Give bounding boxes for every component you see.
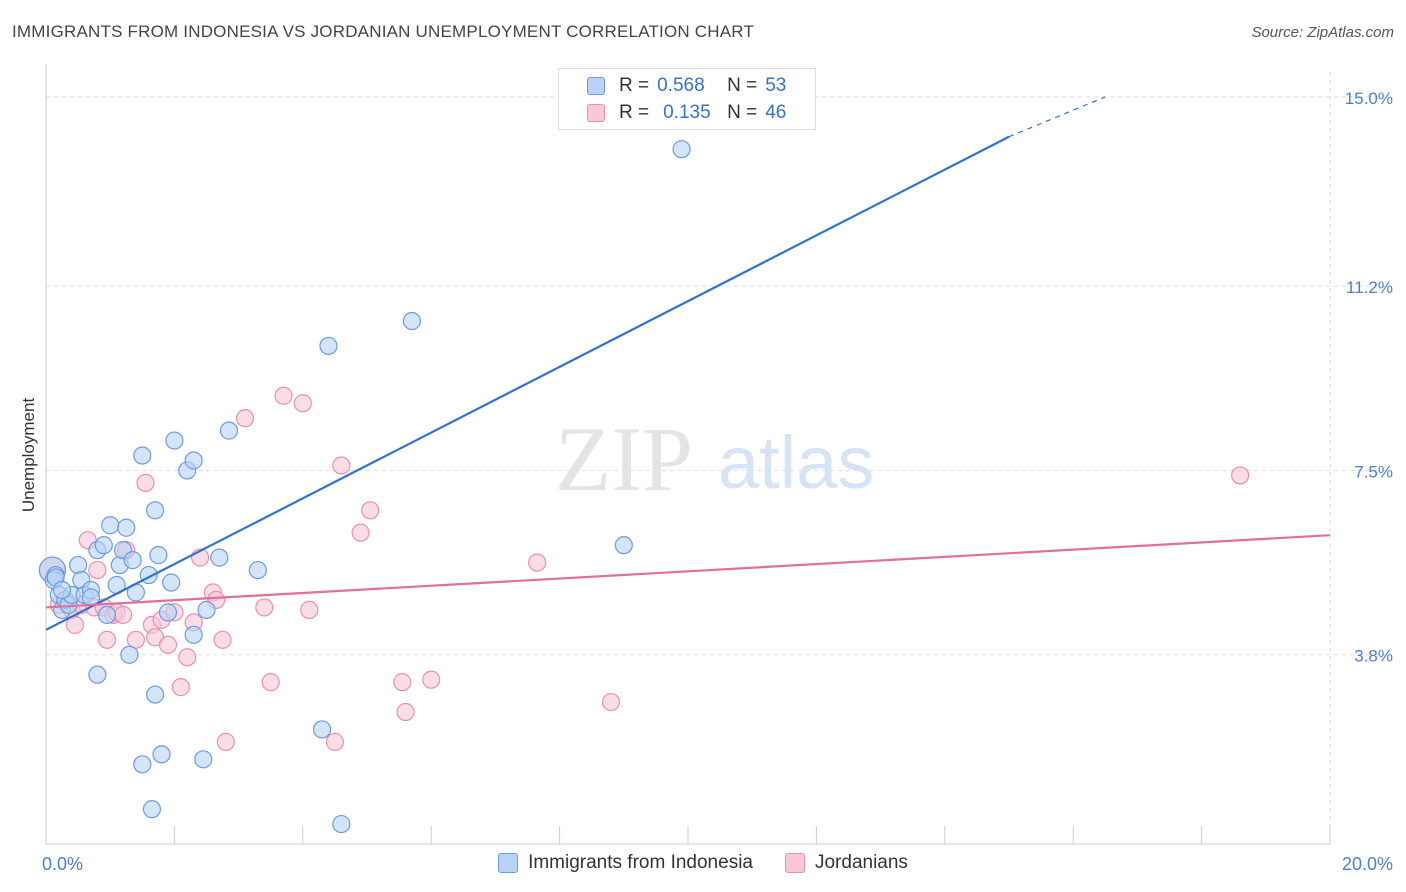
point-indonesia <box>133 446 152 465</box>
point-jordanians <box>528 553 547 572</box>
point-indonesia <box>672 140 691 159</box>
point-jordanians <box>261 673 280 692</box>
r-value-jordanians: 0.135 <box>663 102 711 123</box>
trend-layer <box>45 96 1331 631</box>
source-label: Source: ZipAtlas.com <box>1251 24 1394 41</box>
point-indonesia <box>97 605 117 624</box>
point-indonesia <box>194 750 213 769</box>
n-value-indonesia: 53 <box>765 75 787 96</box>
axis-layer <box>45 64 1331 845</box>
point-indonesia <box>94 536 113 555</box>
point-jordanians <box>300 600 319 620</box>
x-tick-label-max: 20.0% <box>1342 854 1393 874</box>
point-indonesia <box>184 625 203 644</box>
y-tick-label: 7.5% <box>1354 462 1393 481</box>
trendline-indonesia <box>45 135 1010 631</box>
point-jordanians <box>325 732 344 751</box>
watermark-zip: ZIP <box>555 408 693 510</box>
point-jordanians <box>136 473 155 493</box>
r-value-indonesia: 0.568 <box>657 75 705 96</box>
watermark: ZIP atlas <box>555 408 874 510</box>
point-indonesia <box>184 451 203 470</box>
y-tick-label: 3.8% <box>1354 647 1393 666</box>
point-indonesia <box>152 745 171 764</box>
point-indonesia <box>146 685 165 704</box>
point-jordanians <box>422 670 441 689</box>
x-tick-label-min: 0.0% <box>42 854 83 874</box>
point-jordanians <box>255 598 274 617</box>
point-jordanians <box>393 673 412 692</box>
point-indonesia <box>68 555 88 575</box>
point-jordanians <box>1231 466 1250 485</box>
point-indonesia <box>319 336 338 356</box>
n-label: N = <box>727 102 758 123</box>
jordanians-swatch <box>587 104 605 122</box>
point-indonesia <box>142 800 162 819</box>
n-value-jordanians: 46 <box>765 102 787 123</box>
point-indonesia <box>312 720 332 739</box>
point-indonesia <box>158 603 178 622</box>
legend-item-indonesia[interactable]: Immigrants from Indonesia <box>498 852 753 874</box>
point-indonesia <box>88 665 107 684</box>
stats-row-jordanians: R = 0.135 N = 46 <box>559 100 786 126</box>
chart-title: IMMIGRANTS FROM INDONESIA VS JORDANIAN U… <box>12 22 755 41</box>
legend-swatch-jordanians <box>784 853 805 873</box>
point-indonesia <box>162 573 181 592</box>
trendline-jordanians <box>45 534 1331 609</box>
point-indonesia <box>165 431 184 450</box>
point-indonesia <box>402 311 422 331</box>
stats-row-indonesia: R = 0.568 N = 53 <box>559 73 786 99</box>
r-label: R = <box>619 102 650 123</box>
point-jordanians <box>361 501 380 520</box>
legend-swatch-indonesia <box>498 853 519 873</box>
series-legend: Immigrants from Indonesia Jordanians <box>0 852 1406 874</box>
point-indonesia <box>210 548 229 567</box>
point-jordanians <box>274 386 293 405</box>
point-jordanians <box>396 702 415 722</box>
point-jordanians <box>293 394 312 413</box>
point-indonesia <box>146 501 165 520</box>
y-axis-label: Unemployment <box>19 398 38 513</box>
point-jordanians <box>171 678 190 697</box>
r-label: R = <box>619 75 650 96</box>
y-tick-label: 11.2% <box>1346 278 1393 297</box>
point-indonesia <box>101 516 120 535</box>
point-indonesia <box>332 814 351 834</box>
indonesia-swatch <box>587 77 605 95</box>
point-indonesia <box>123 551 142 570</box>
point-indonesia <box>120 645 139 664</box>
point-jordanians <box>601 692 621 712</box>
stats-legend: R = 0.568 N = 53 R = 0.135 N = 46 <box>558 68 816 130</box>
point-jordanians <box>97 630 117 649</box>
point-jordanians <box>65 615 84 634</box>
point-indonesia <box>117 518 136 537</box>
point-jordanians <box>351 523 370 542</box>
point-jordanians <box>158 635 178 654</box>
watermark-atlas: atlas <box>718 421 874 504</box>
point-indonesia <box>197 600 216 620</box>
point-jordanians <box>113 605 133 624</box>
point-jordanians <box>235 409 255 428</box>
point-indonesia <box>248 560 267 580</box>
n-label: N = <box>727 75 758 96</box>
point-jordanians <box>332 456 351 475</box>
point-indonesia <box>614 536 633 555</box>
trendline-indonesia-extension <box>1008 96 1106 138</box>
y-tick-label: 15.0% <box>1345 89 1393 108</box>
point-indonesia <box>149 546 168 565</box>
point-jordanians <box>88 560 107 580</box>
point-jordanians <box>213 630 232 649</box>
point-jordanians <box>178 648 197 667</box>
legend-label-jordanians: Jordanians <box>814 852 908 873</box>
point-indonesia <box>52 580 72 600</box>
point-indonesia <box>219 421 239 440</box>
labels-layer: 3.8% 7.5% 11.2% 15.0% 0.0% 20.0% <box>42 89 1393 874</box>
legend-item-jordanians[interactable]: Jordanians <box>784 852 908 874</box>
point-jordanians <box>216 732 235 751</box>
legend-label-indonesia: Immigrants from Indonesia <box>528 852 753 873</box>
point-indonesia <box>133 755 152 774</box>
